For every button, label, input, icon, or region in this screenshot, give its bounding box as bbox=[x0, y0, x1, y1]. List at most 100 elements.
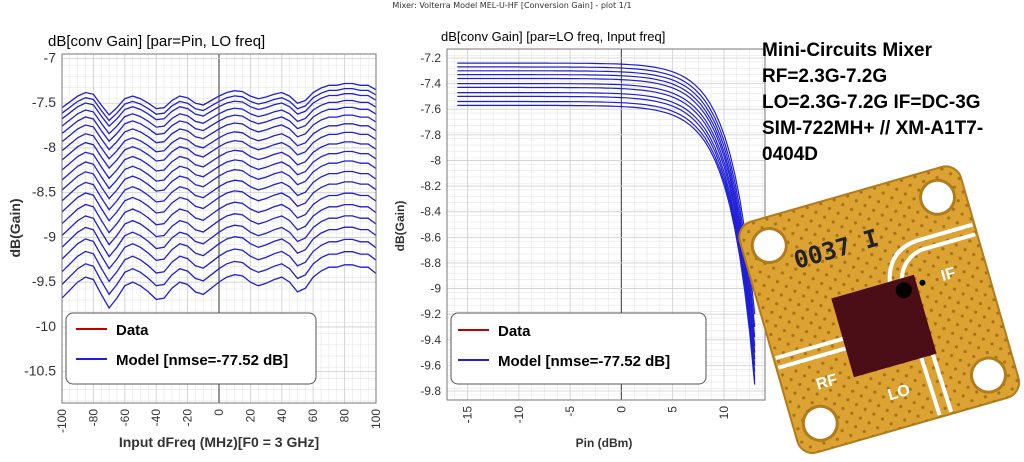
mounting-hole bbox=[919, 178, 957, 216]
y-tick-label: -9.2 bbox=[420, 307, 441, 321]
model-series-line bbox=[457, 70, 756, 338]
chart-right-xlabel: Pin (dBm) bbox=[576, 436, 633, 450]
chart-right-legend: Data Model [nmse=-77.52 dB] bbox=[450, 312, 707, 385]
model-series-line bbox=[457, 66, 756, 328]
y-tick-label: -7.4 bbox=[420, 77, 441, 91]
model-series-line bbox=[61, 93, 377, 128]
y-tick-label: -7 bbox=[44, 49, 57, 65]
model-series-line bbox=[61, 226, 377, 270]
model-series-line bbox=[61, 238, 377, 283]
model-series-line bbox=[61, 160, 377, 200]
x-tick-label: 40 bbox=[275, 409, 289, 423]
info-line-1: Mini-Circuits Mixer bbox=[762, 40, 932, 61]
chart-right-title: dB[conv Gain] [par=LO freq, Input freq] bbox=[441, 29, 665, 44]
y-tick-label: -9.5 bbox=[32, 273, 56, 289]
legend-model-label: Model [nmse=-77.52 dB] bbox=[498, 353, 670, 370]
y-tick-label: -8 bbox=[430, 153, 441, 167]
chart-left-frame bbox=[61, 53, 377, 404]
model-series-line bbox=[457, 95, 756, 379]
y-tick-label: -8.8 bbox=[420, 256, 441, 270]
info-line-2: RF=2.3G-7.2G bbox=[762, 66, 888, 87]
model-series-line bbox=[61, 106, 377, 143]
x-tick-label: -20 bbox=[181, 409, 195, 427]
y-tick-label: -7.2 bbox=[420, 51, 441, 65]
y-tick-label: -8.2 bbox=[420, 179, 441, 193]
info-line-5: 0404D bbox=[762, 144, 818, 165]
x-tick-label: -15 bbox=[461, 406, 475, 424]
if-trace bbox=[899, 232, 976, 283]
x-tick-label: -80 bbox=[86, 409, 100, 427]
model-series-line bbox=[457, 62, 756, 315]
model-series-line bbox=[61, 251, 377, 296]
model-series-line bbox=[457, 83, 756, 360]
y-tick-label: -10.5 bbox=[24, 363, 56, 379]
model-series-line bbox=[61, 203, 377, 246]
model-series-line bbox=[61, 170, 377, 211]
y-tick-label: -8.5 bbox=[32, 184, 56, 200]
y-tick-label: -8 bbox=[44, 139, 57, 155]
pin1-dot bbox=[895, 282, 912, 299]
chart-left-title: dB[conv Gain] [par=Pin, LO freq] bbox=[48, 33, 265, 50]
y-tick-label: -9.6 bbox=[420, 358, 441, 372]
mounting-hole bbox=[750, 227, 788, 265]
model-series-line bbox=[457, 104, 756, 385]
info-line-4: SIM-722MH+ // XM-A1T7- bbox=[762, 118, 984, 139]
chart-right-frame bbox=[446, 48, 766, 401]
evaluation-board-image: 0037 I RF LO IF bbox=[738, 165, 1020, 454]
model-series-line bbox=[61, 82, 377, 116]
model-series-line bbox=[457, 92, 756, 372]
mixer-info: Mini-Circuits Mixer RF=2.3G-7.2G LO=2.3G… bbox=[762, 38, 1022, 168]
mounting-hole bbox=[801, 404, 839, 442]
chart-right-ylabel: dB(Gain) bbox=[393, 201, 407, 252]
x-tick-label: 5 bbox=[666, 406, 680, 413]
x-tick-label: 0 bbox=[212, 409, 226, 416]
chart-left-xlabel: Input dFreq (MHz)[F0 = 3 GHz] bbox=[119, 434, 319, 450]
lo-trace bbox=[917, 349, 942, 416]
info-line-3: LO=2.3G-7.2G IF=DC-3G bbox=[762, 92, 981, 113]
chart-left: dB[conv Gain] [par=Pin, LO freq] -100 -80… bbox=[7, 33, 383, 450]
model-series-line bbox=[61, 264, 377, 310]
model-series-line bbox=[457, 100, 756, 381]
x-tick-label: 10 bbox=[717, 406, 731, 420]
port-label-if: IF bbox=[939, 265, 958, 285]
model-series-line bbox=[61, 131, 377, 170]
port-label-lo: LO bbox=[886, 382, 912, 404]
model-series-line bbox=[61, 215, 377, 258]
x-tick-label: -10 bbox=[512, 406, 526, 424]
x-tick-label: 0 bbox=[614, 406, 628, 413]
model-series-line bbox=[61, 150, 377, 190]
rf-trace bbox=[775, 334, 854, 361]
x-tick-label: -100 bbox=[55, 409, 69, 433]
y-tick-label: -8.4 bbox=[420, 205, 441, 219]
model-series-line bbox=[61, 181, 377, 222]
y-tick-label: -9 bbox=[44, 228, 57, 244]
legend-model-label: Model [nmse=-77.52 dB] bbox=[116, 352, 288, 369]
mixer-chip bbox=[831, 274, 937, 378]
port-label-rf: RF bbox=[814, 371, 839, 393]
model-series-line bbox=[457, 86, 756, 366]
model-series-line bbox=[61, 123, 377, 160]
window-title: Mixer: Volterra Model MEL-U-HF [Conversi… bbox=[392, 1, 632, 10]
x-tick-label: 100 bbox=[369, 409, 383, 429]
y-tick-label: -9.4 bbox=[420, 333, 441, 347]
model-series-line bbox=[61, 114, 377, 151]
model-series-line bbox=[61, 87, 377, 122]
model-series-line bbox=[61, 141, 377, 180]
mounting-hole bbox=[970, 356, 1008, 394]
legend-data-label: Data bbox=[116, 322, 149, 339]
y-tick-label: -7.8 bbox=[420, 128, 441, 142]
legend-data-label: Data bbox=[498, 323, 531, 340]
y-tick-label: -10 bbox=[36, 318, 56, 334]
x-tick-label: -5 bbox=[563, 406, 577, 417]
y-tick-label: -8.6 bbox=[420, 230, 441, 244]
x-tick-label: -60 bbox=[118, 409, 132, 427]
x-tick-label: 60 bbox=[306, 409, 320, 423]
model-series-line bbox=[457, 74, 756, 347]
x-tick-label: -40 bbox=[149, 409, 163, 427]
chart-left-ylabel: dB(Gain) bbox=[7, 198, 23, 257]
model-series-line bbox=[457, 77, 756, 353]
x-tick-label: 80 bbox=[338, 409, 352, 423]
model-series-line bbox=[61, 192, 377, 234]
y-tick-label: -7.5 bbox=[32, 94, 56, 110]
y-tick-label: -9 bbox=[430, 282, 441, 296]
